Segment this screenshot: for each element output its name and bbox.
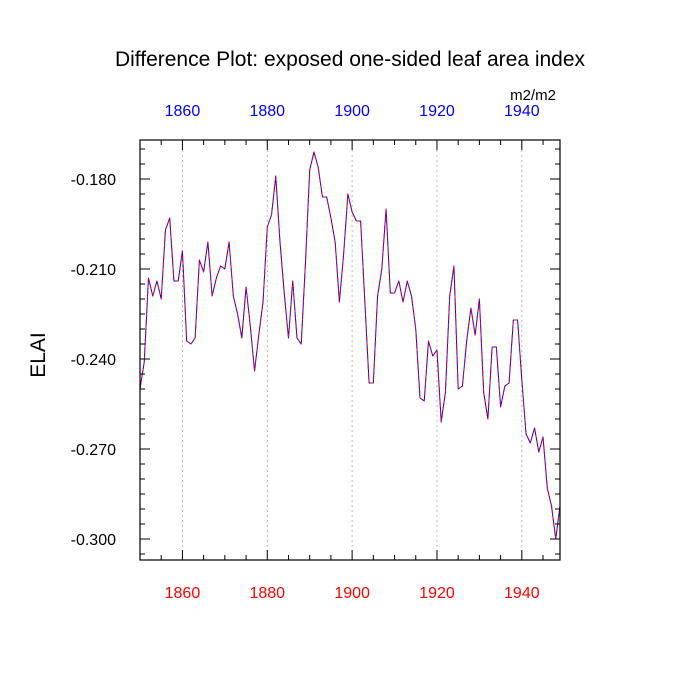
units-label: m2/m2 xyxy=(510,87,556,104)
y-tick-label-4: -0.300 xyxy=(71,532,116,549)
x-tick-label-top-1900: 1900 xyxy=(334,103,370,120)
series-line-0 xyxy=(139,151,561,540)
series-group xyxy=(139,151,561,540)
x-tick-label-bottom-1900: 1900 xyxy=(334,585,370,602)
x-tick-label-bottom-1880: 1880 xyxy=(249,585,285,602)
x-tick-label-top-1920: 1920 xyxy=(419,103,455,120)
x-tick-label-top-1940: 1940 xyxy=(504,103,540,120)
ticks xyxy=(139,140,560,560)
x-tick-label-bottom-1940: 1940 xyxy=(504,585,540,602)
y-axis-label: ELAI xyxy=(27,332,50,378)
y-tick-label-0: -0.180 xyxy=(71,172,116,189)
grid xyxy=(182,140,523,560)
y-tick-label-2: -0.240 xyxy=(71,352,116,369)
y-tick-label-1: -0.210 xyxy=(71,262,116,279)
plot-frame xyxy=(139,139,561,561)
series-line-dashed-0 xyxy=(139,151,561,540)
x-tick-label-top-1860: 1860 xyxy=(165,103,201,120)
x-tick-label-bottom-1860: 1860 xyxy=(165,585,201,602)
x-tick-label-top-1880: 1880 xyxy=(249,103,285,120)
tick-labels: 1860 1860 1880 1880 1900 1900 1920 1920 1940 1940… xyxy=(71,103,540,602)
chart-title: Difference Plot: exposed one-sided leaf … xyxy=(115,48,586,71)
y-tick-label-3: -0.270 xyxy=(71,442,116,459)
x-tick-label-bottom-1920: 1920 xyxy=(419,585,455,602)
